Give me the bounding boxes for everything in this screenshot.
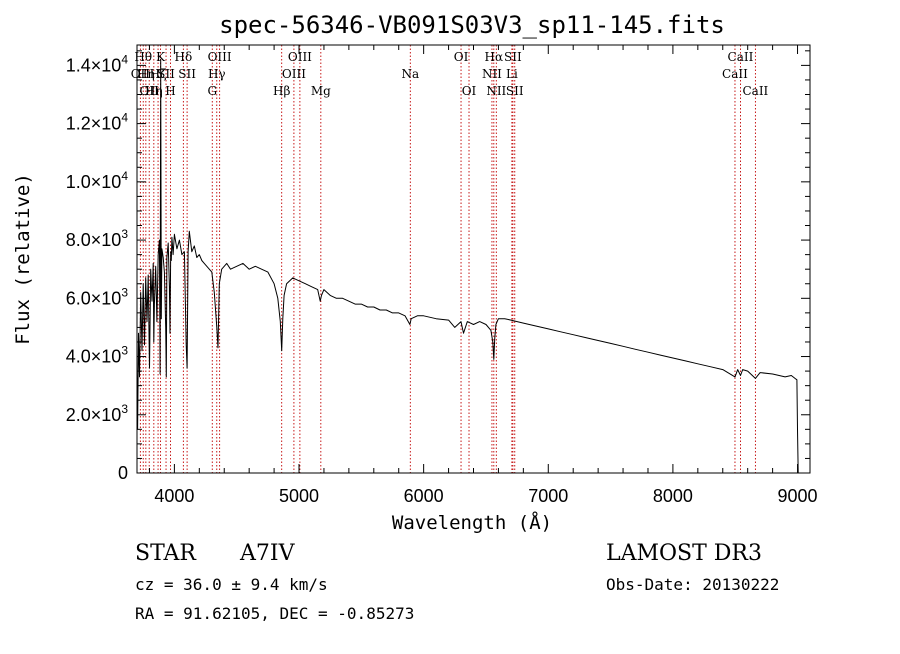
reference-line-label: Mg [311, 84, 331, 98]
reference-line-label: OI [454, 50, 469, 64]
y-tick-label: 0 [118, 463, 128, 483]
spectrum-series-group [136, 59, 799, 474]
reference-line-label: SII [178, 67, 196, 81]
reference-line-label: NII [486, 84, 506, 98]
object-subclass: A7IV [239, 541, 296, 566]
reference-line-label: Li [506, 67, 518, 81]
y-tick-mantissa: 1.4×10 [66, 55, 122, 75]
x-tick-label: 9000 [778, 486, 818, 506]
y-tick-mantissa: 2.0×10 [66, 405, 122, 425]
x-axis-ticks: 4000 5000 6000 7000 8000 9000 [148, 45, 818, 506]
reference-line-label: CaII [728, 50, 754, 64]
y-tick-label: 1.4×104 [66, 52, 129, 75]
y-tick-exponent: 4 [121, 52, 128, 66]
y-tick-label: 8.0×103 [66, 227, 129, 250]
x-tick-label: 4000 [154, 486, 194, 506]
reference-line-label: K [156, 50, 166, 64]
chart-title: spec-56346-VB091S03V3_sp11-145.fits [219, 11, 725, 39]
survey-name: LAMOST DR3 [606, 541, 762, 566]
reference-line-label: SII [504, 50, 522, 64]
reference-lines-group [139, 45, 756, 473]
reference-line-label: Na [401, 67, 419, 81]
reference-line-label: CaII [742, 84, 768, 98]
y-tick-mantissa: 1.2×10 [66, 114, 122, 134]
reference-line-label: OIII [288, 50, 312, 64]
reference-line-label: SII [157, 67, 175, 81]
y-tick-exponent: 3 [121, 344, 128, 358]
reference-line-label: OIII [208, 50, 232, 64]
redshift-info: cz = 36.0 ± 9.4 km/s [135, 575, 328, 594]
x-tick-label: 8000 [653, 486, 693, 506]
x-tick-label: 6000 [404, 486, 444, 506]
y-tick-mantissa: 8.0×10 [66, 230, 122, 250]
y-tick-label: 2.0×103 [66, 402, 129, 425]
reference-line-label: G [207, 84, 217, 98]
reference-line-label: Hδ [175, 50, 193, 64]
observation-date: Obs-Date: 20130222 [606, 575, 779, 594]
reference-line-label: Hβ [273, 84, 290, 98]
reference-line-label: NII [482, 67, 502, 81]
reference-line-label: OII [140, 84, 160, 98]
x-tick-label: 7000 [528, 486, 568, 506]
y-tick-label: 4.0×103 [66, 344, 129, 367]
reference-line-label: CaII [722, 67, 748, 81]
reference-line-label: Hζ [150, 67, 167, 81]
y-tick-label: 1.2×104 [66, 111, 129, 134]
y-tick-mantissa: 4.0×10 [66, 347, 122, 367]
y-tick-label: 6.0×103 [66, 285, 129, 308]
y-tick-label: 1.0×104 [66, 169, 129, 192]
y-axis-label: Flux (relative) [12, 173, 34, 345]
reference-line-label: SII [506, 84, 524, 98]
reference-line-label: H [165, 84, 175, 98]
y-tick-exponent: 3 [121, 227, 128, 241]
plot-frame [136, 44, 811, 474]
reference-line-label: Hη [145, 84, 163, 98]
y-tick-exponent: 3 [121, 402, 128, 416]
reference-labels-group: OIIHθHηOIIHηHζKSIIHHδSIIGHγOIIIHβOIIIOII… [131, 50, 769, 98]
y-tick-exponent: 3 [121, 285, 128, 299]
y-tick-exponent: 4 [121, 111, 128, 125]
reference-line-label: OII [131, 67, 151, 81]
y-tick-mantissa: 1.0×10 [66, 172, 122, 192]
reference-line-label: OIII [282, 67, 306, 81]
reference-line-label: Hγ [208, 67, 226, 81]
y-tick-mantissa: 6.0×10 [66, 288, 122, 308]
reference-line-label: Hη [137, 67, 155, 81]
reference-line-label: OI [462, 84, 477, 98]
object-class: STAR [135, 541, 197, 566]
reference-line-label: Hθ [134, 50, 152, 64]
coordinates-info: RA = 91.62105, DEC = -0.85273 [135, 604, 414, 623]
y-tick-mantissa: 0 [118, 463, 128, 483]
y-axis-ticks: 02.0×1034.0×1036.0×1038.0×1031.0×1041.2×… [66, 50, 810, 483]
y-tick-exponent: 4 [121, 169, 128, 183]
x-axis-label: Wavelength (Å) [392, 511, 552, 534]
spectrum-line [136, 59, 799, 474]
reference-line-label: Hα [485, 50, 504, 64]
x-tick-label: 5000 [279, 486, 319, 506]
